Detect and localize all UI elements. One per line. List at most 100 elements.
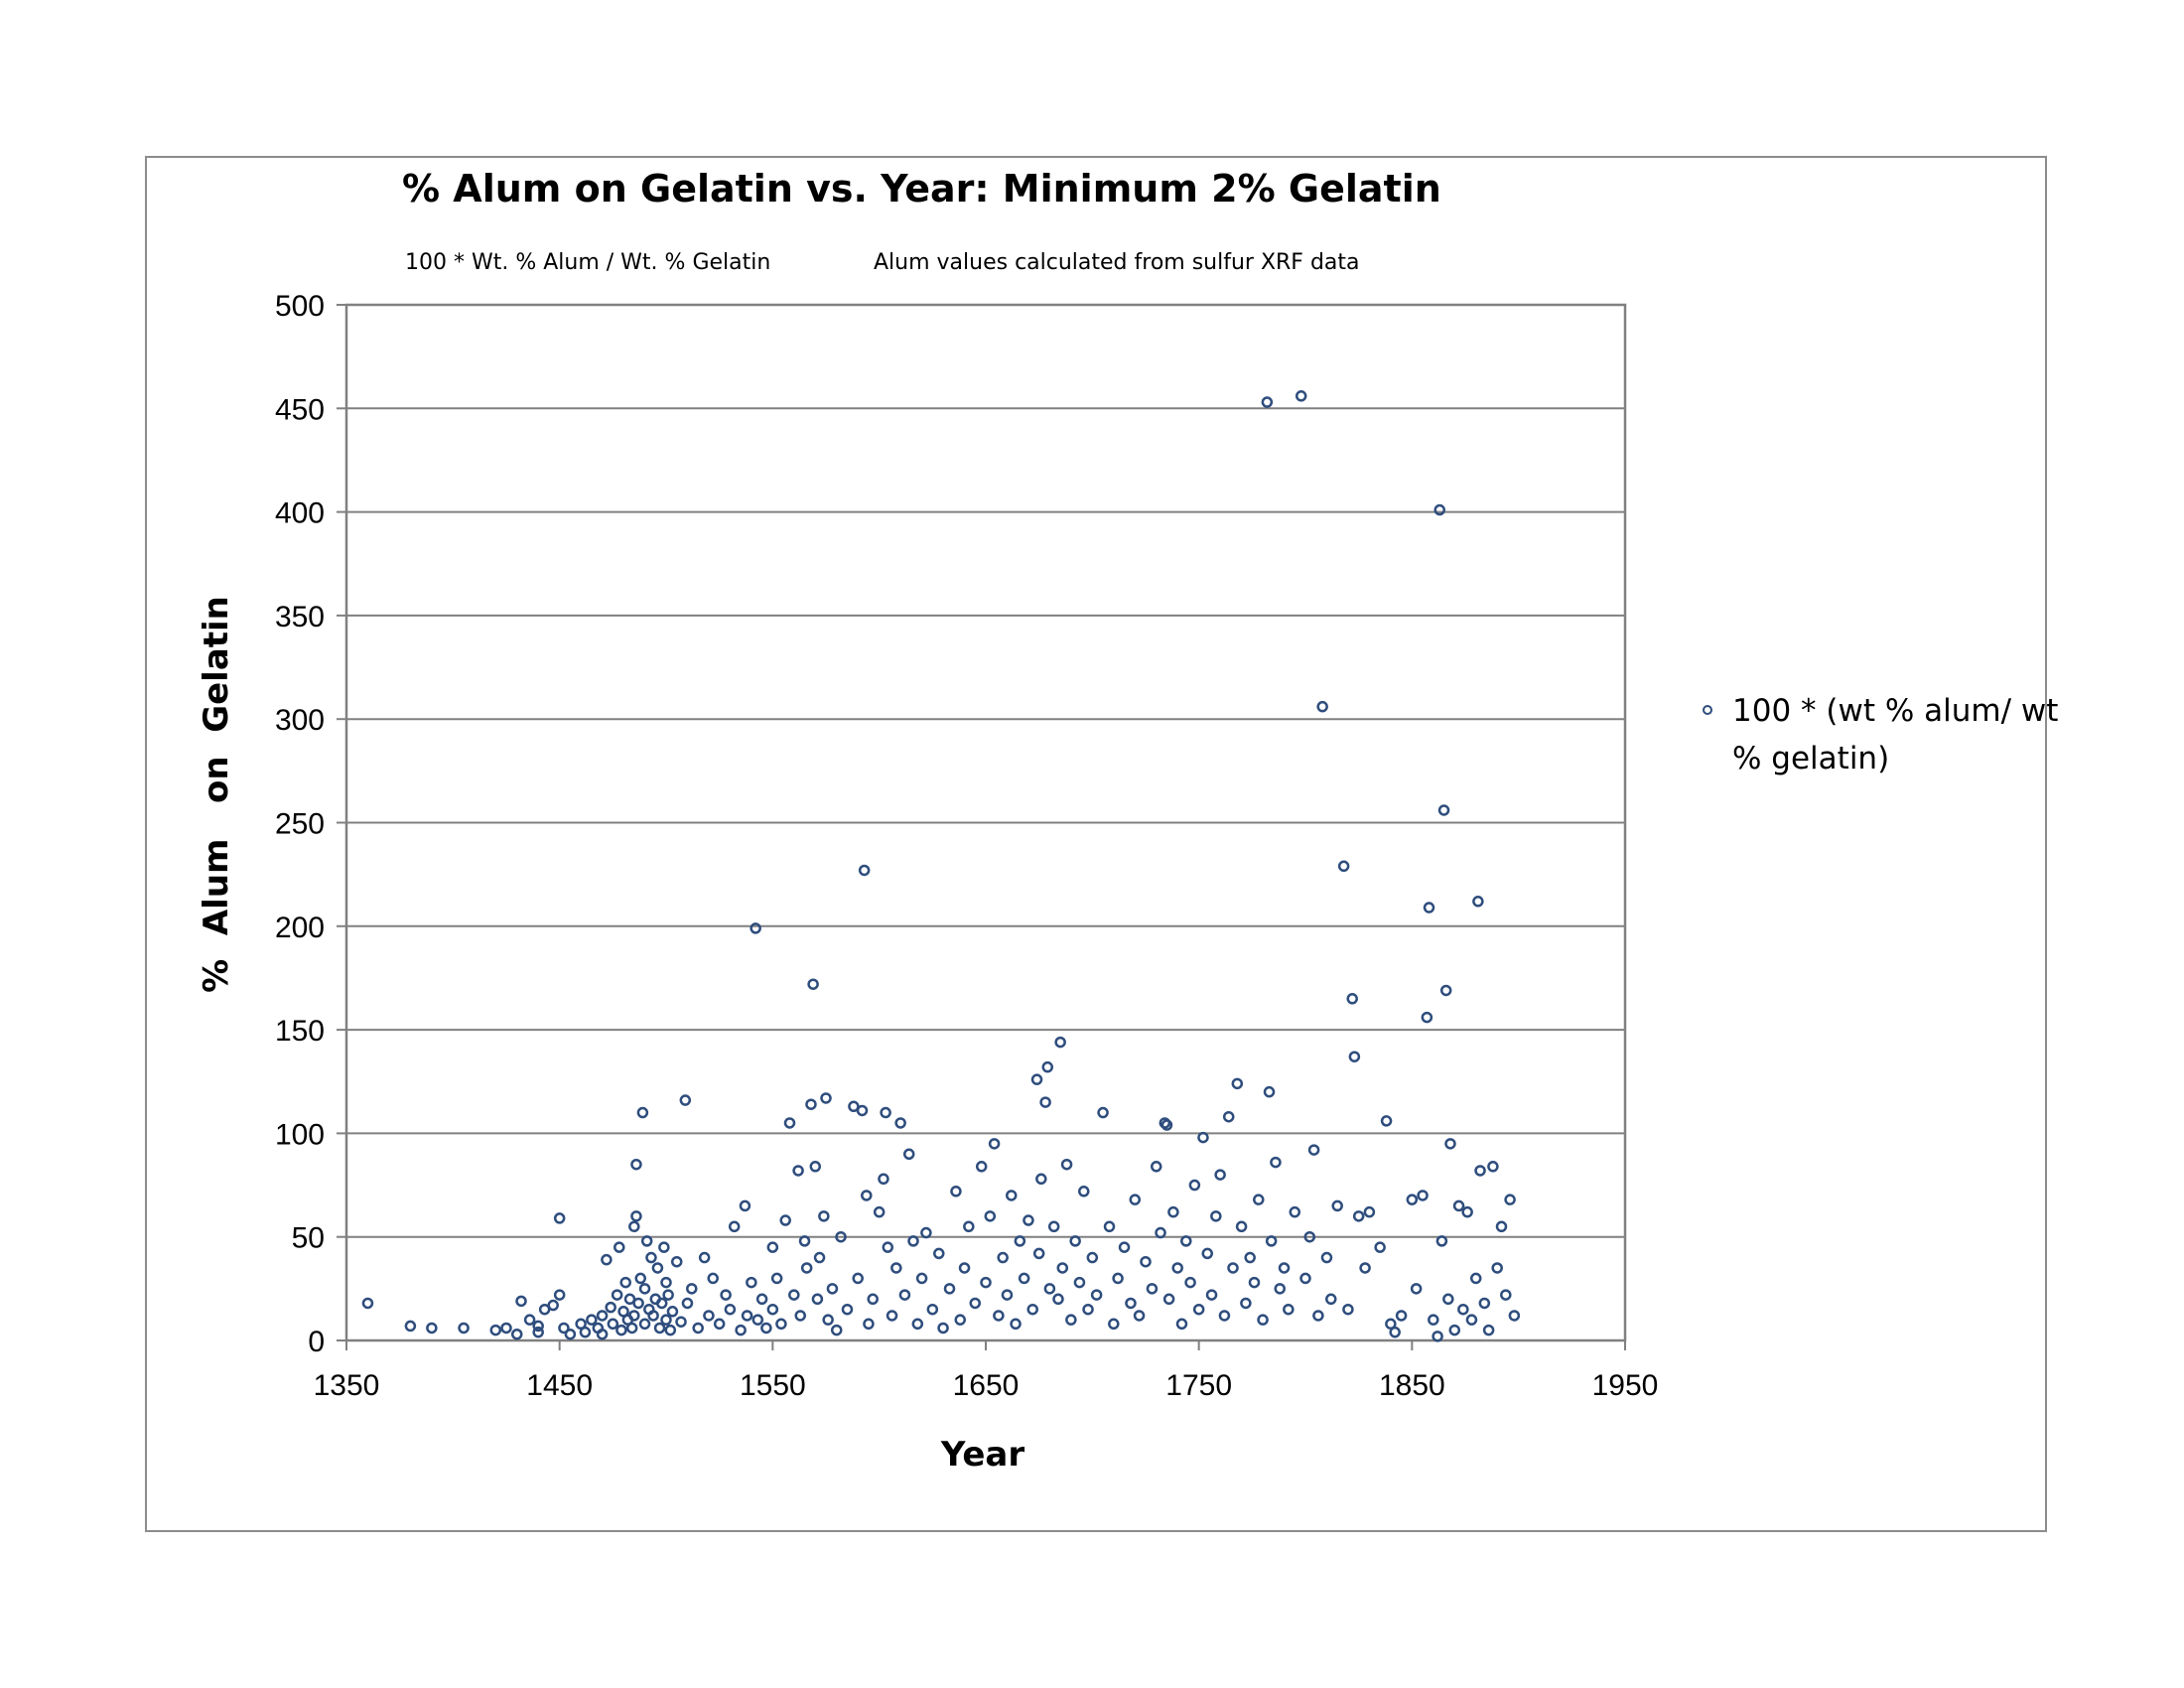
- data-point: [628, 1310, 640, 1322]
- data-point: [1162, 1293, 1175, 1306]
- data-point: [1508, 1310, 1521, 1322]
- data-point: [751, 1314, 764, 1326]
- y-tick-label: 300: [275, 704, 325, 737]
- data-point: [820, 1092, 832, 1104]
- data-point: [1380, 1115, 1393, 1127]
- data-point: [575, 1318, 587, 1331]
- data-point: [698, 1251, 711, 1264]
- data-point: [873, 1205, 886, 1218]
- data-point: [1231, 1077, 1244, 1090]
- data-point: [894, 1117, 906, 1129]
- data-point: [1180, 1235, 1192, 1247]
- data-points: [361, 390, 1521, 1342]
- data-point: [861, 1190, 873, 1201]
- data-point: [813, 1251, 826, 1264]
- data-point: [653, 1322, 666, 1335]
- data-point: [636, 1106, 649, 1119]
- data-point: [746, 1276, 757, 1289]
- data-point: [1346, 993, 1358, 1005]
- data-point: [1504, 1194, 1516, 1205]
- data-point: [655, 1297, 668, 1310]
- data-point: [958, 1262, 971, 1274]
- data-point: [1240, 1297, 1252, 1310]
- data-point: [1227, 1262, 1239, 1274]
- data-point: [779, 1214, 791, 1226]
- data-point: [807, 978, 819, 990]
- data-point: [794, 1310, 806, 1322]
- x-tick-label: 1450: [526, 1369, 593, 1402]
- data-point: [1283, 1303, 1295, 1316]
- data-point: [741, 1310, 753, 1322]
- data-point: [1159, 1117, 1171, 1129]
- data-point: [1410, 1283, 1423, 1295]
- data-point: [532, 1326, 544, 1338]
- data-point: [647, 1310, 659, 1322]
- data-point: [852, 1272, 864, 1285]
- data-point: [1054, 1036, 1066, 1049]
- data-point: [863, 1318, 875, 1331]
- data-point: [1032, 1247, 1045, 1260]
- data-point: [605, 1301, 616, 1314]
- data-point: [564, 1328, 577, 1340]
- data-point: [1495, 1220, 1508, 1233]
- data-point: [1090, 1289, 1103, 1301]
- data-point: [1331, 1199, 1343, 1212]
- data-point: [792, 1165, 804, 1177]
- data-point: [1312, 1310, 1324, 1322]
- data-point: [867, 1293, 879, 1306]
- data-point: [538, 1303, 551, 1316]
- data-point: [660, 1314, 672, 1326]
- data-point: [404, 1320, 417, 1333]
- data-point: [984, 1210, 997, 1222]
- data-point: [630, 1158, 642, 1171]
- data-point: [510, 1328, 523, 1340]
- data-point: [640, 1235, 653, 1247]
- data-point: [800, 1262, 813, 1274]
- data-point: [1374, 1241, 1386, 1253]
- data-point: [1108, 1318, 1120, 1331]
- data-point: [988, 1138, 1001, 1150]
- data-point: [1278, 1262, 1291, 1274]
- data-point: [686, 1283, 698, 1295]
- data-point: [681, 1297, 694, 1310]
- x-tick-label: 1850: [1379, 1369, 1445, 1402]
- data-point: [798, 1235, 811, 1247]
- data-point: [1348, 1051, 1361, 1062]
- data-point: [1133, 1310, 1146, 1322]
- data-point: [788, 1289, 800, 1301]
- data-point: [993, 1310, 1005, 1322]
- data-point: [1041, 1060, 1054, 1073]
- data-point: [553, 1212, 566, 1224]
- data-point: [361, 1297, 374, 1310]
- data-point: [1342, 1303, 1354, 1316]
- data-point: [1082, 1303, 1094, 1316]
- data-point: [1359, 1262, 1371, 1274]
- data-point: [660, 1276, 672, 1289]
- data-point: [1006, 1190, 1018, 1201]
- data-point: [898, 1289, 911, 1301]
- data-point: [1274, 1283, 1286, 1295]
- data-point: [1469, 1272, 1482, 1285]
- data-point: [1478, 1297, 1491, 1310]
- data-point: [1235, 1220, 1248, 1233]
- data-point: [617, 1306, 629, 1318]
- data-point: [1103, 1220, 1116, 1233]
- x-axis-ticks: 1350 1450 1550 1650 1750 1850 1950: [314, 1340, 1658, 1402]
- data-point: [775, 1318, 787, 1331]
- data-point: [950, 1186, 962, 1197]
- data-point: [638, 1283, 651, 1295]
- data-point: [1218, 1310, 1231, 1322]
- data-point: [926, 1303, 939, 1316]
- data-point: [783, 1117, 796, 1129]
- data-point: [638, 1318, 651, 1331]
- data-point: [1261, 396, 1274, 408]
- data-point: [1263, 1085, 1276, 1098]
- data-point: [997, 1251, 1009, 1264]
- data-point: [630, 1210, 642, 1222]
- data-point: [1435, 1235, 1448, 1247]
- data-point: [969, 1297, 982, 1310]
- data-point: [1043, 1283, 1056, 1295]
- data-point: [1150, 1161, 1162, 1173]
- data-point: [611, 1289, 623, 1301]
